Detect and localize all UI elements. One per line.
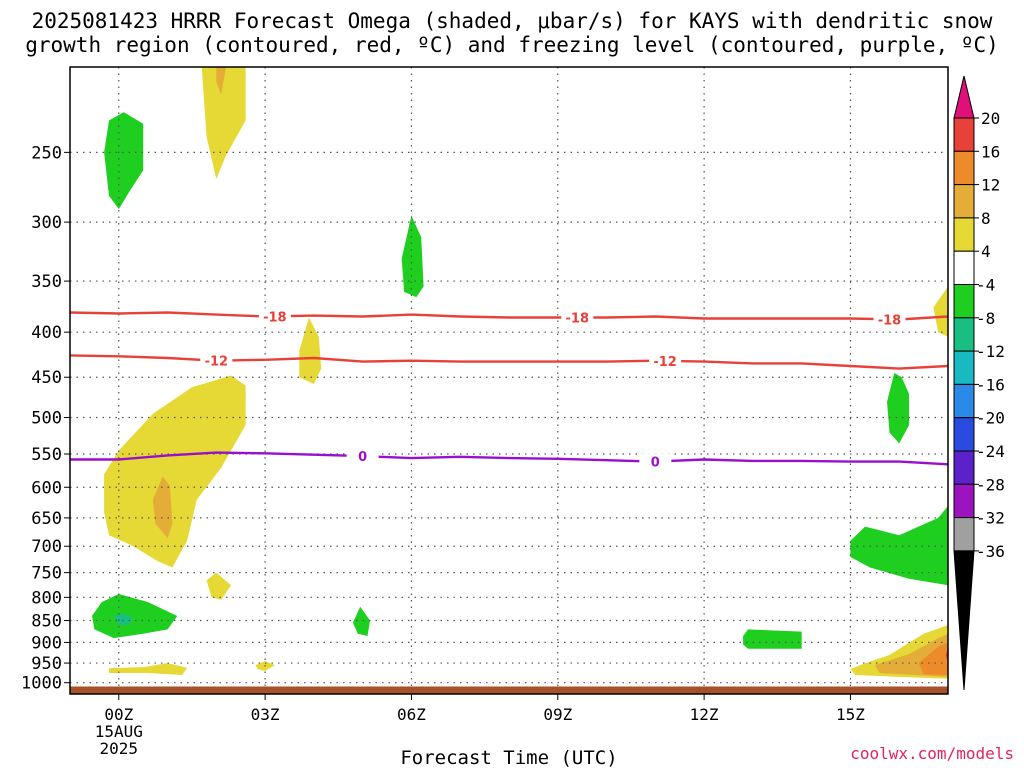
contour-line-0 xyxy=(70,451,948,466)
x-tick-date-label: 15AUG xyxy=(95,722,143,741)
contour-label-bg xyxy=(346,448,379,465)
source-credit: coolwx.com/models xyxy=(850,744,1014,763)
omega-region-5 xyxy=(933,286,948,337)
colorbar-band-m8 xyxy=(953,317,975,352)
y-tick-label: 500 xyxy=(31,409,62,429)
colorbar-top-arrow xyxy=(953,75,975,119)
contour-line-m18 xyxy=(70,311,948,321)
plot-frame xyxy=(69,66,949,695)
x-tick-year-label: 2025 xyxy=(100,739,139,758)
colorbar-label: -28 xyxy=(976,475,1005,494)
y-tick-label: 400 xyxy=(31,323,62,343)
colorbar-label: 20 xyxy=(981,109,1000,128)
x-tick-label: 12Z xyxy=(690,705,719,724)
colorbar-band-m24 xyxy=(953,450,975,485)
omega-region-2 xyxy=(104,112,144,210)
colorbar-band-12 xyxy=(953,184,975,219)
contour-label: -18 xyxy=(878,313,902,328)
x-tick-label: 00Z xyxy=(104,705,133,724)
contour-label-bg xyxy=(873,311,906,328)
y-tick-label: 1000 xyxy=(21,674,62,694)
x-axis-label: Forecast Time (UTC) xyxy=(400,747,617,768)
contour-label: -18 xyxy=(566,312,590,327)
colorbar-label: 8 xyxy=(981,209,991,228)
contour-label: -12 xyxy=(205,355,229,370)
omega-region-12 xyxy=(352,606,370,636)
colorbar-band-m16 xyxy=(953,383,975,419)
contour-label: -18 xyxy=(263,310,287,325)
omega-region-9 xyxy=(206,572,231,600)
x-tick-label: 06Z xyxy=(397,705,426,724)
y-tick-label: 650 xyxy=(31,509,62,529)
colorbar-band-m28 xyxy=(953,483,975,519)
y-tick-label: 800 xyxy=(31,588,62,608)
colorbar-band-20 xyxy=(953,117,975,152)
colorbar-label: -16 xyxy=(976,375,1005,394)
y-tick-label: 300 xyxy=(31,213,62,233)
omega-region-10 xyxy=(92,594,178,639)
omega-region-11 xyxy=(113,613,134,625)
contour-label: 0 xyxy=(651,456,660,471)
colorbar-band-m20 xyxy=(953,417,975,452)
colorbar-band-16 xyxy=(953,150,975,186)
y-tick-label: 900 xyxy=(31,633,62,653)
colorbar-label: -36 xyxy=(976,542,1005,561)
chart-title-line-1: 2025081423 HRRR Forecast Omega (shaded, … xyxy=(31,9,993,33)
y-tick-label: 700 xyxy=(31,537,62,557)
y-tick-label: 750 xyxy=(31,564,62,584)
colorbar-label: 12 xyxy=(981,176,1000,195)
contour-label-bg xyxy=(649,352,682,369)
colorbar-band-m32 xyxy=(953,517,975,552)
colorbar-label: -32 xyxy=(976,509,1005,528)
colorbar-label: -24 xyxy=(976,442,1005,461)
colorbar-band-4 xyxy=(953,250,975,285)
chart-title-line-2: growth region (contoured, red, ºC) and f… xyxy=(25,33,999,57)
omega-region-13 xyxy=(743,629,802,649)
y-tick-label: 850 xyxy=(31,612,62,632)
contour-label: -12 xyxy=(653,355,677,370)
colorbar-label: -12 xyxy=(976,342,1005,361)
omega-region-7 xyxy=(104,375,246,568)
y-tick-label: 600 xyxy=(31,478,62,498)
omega-region-14 xyxy=(109,663,188,675)
colorbar-label: -8 xyxy=(976,309,995,328)
omega-region-6 xyxy=(887,372,909,444)
x-tick-label: 15Z xyxy=(836,705,865,724)
colorbar-label: -20 xyxy=(976,409,1005,428)
x-tick-label: 03Z xyxy=(251,705,280,724)
colorbar-bottom-arrow xyxy=(953,550,975,691)
colorbar-band-m12 xyxy=(953,350,975,385)
omega-region-8 xyxy=(152,476,173,538)
contour-label-bg xyxy=(561,309,594,326)
y-tick-label: 350 xyxy=(31,272,62,292)
contour-label-bg xyxy=(639,453,672,470)
omega-region-19 xyxy=(918,642,948,675)
omega-region-4 xyxy=(299,317,322,384)
omega-region-16 xyxy=(850,505,948,586)
x-tick-label: 09Z xyxy=(543,705,572,724)
y-tick-label: 550 xyxy=(31,445,62,465)
y-tick-label: 950 xyxy=(31,654,62,674)
omega-region-0 xyxy=(201,67,246,179)
terrain-ground xyxy=(70,686,948,694)
omega-region-3 xyxy=(401,215,424,298)
contour-label-bg xyxy=(200,352,233,369)
plot-area: -18 -18 -18 -12 -12 0 0 xyxy=(70,67,948,694)
y-tick-label: 450 xyxy=(31,368,62,388)
colorbar-label: 16 xyxy=(981,142,1000,161)
colorbar-label: 4 xyxy=(981,242,991,261)
omega-region-1 xyxy=(216,67,227,95)
colorbar-label: -4 xyxy=(976,276,995,295)
colorbar-band-8 xyxy=(953,217,975,252)
contour-label: 0 xyxy=(358,450,367,465)
colorbar-band-m4 xyxy=(953,284,975,319)
y-tick-label: 250 xyxy=(31,143,62,163)
contour-label-bg xyxy=(258,308,291,325)
